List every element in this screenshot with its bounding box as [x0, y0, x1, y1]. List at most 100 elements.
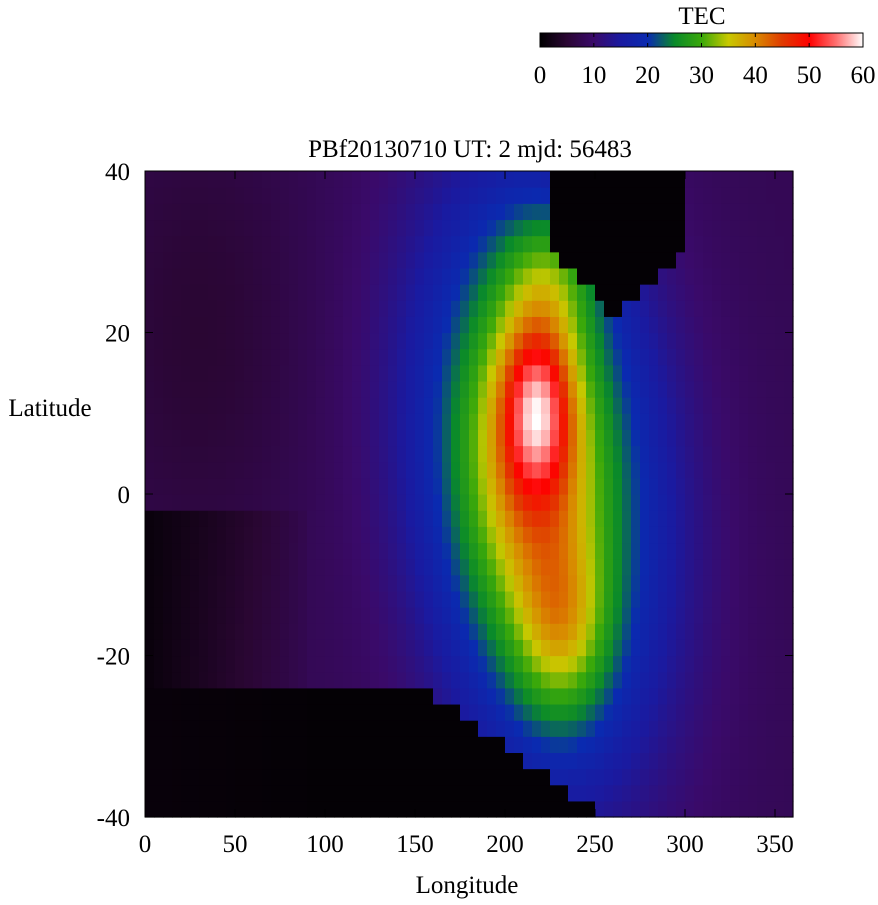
heatmap-cell [181, 526, 191, 544]
heatmap-cell [487, 332, 497, 350]
heatmap-cell [244, 251, 254, 269]
heatmap-cell [280, 413, 290, 430]
heatmap-cell [190, 590, 200, 608]
heatmap-cell [568, 187, 578, 204]
heatmap-cell [370, 284, 380, 301]
heatmap-cell [145, 380, 155, 398]
heatmap-cell [361, 461, 371, 479]
heatmap-cell [424, 413, 434, 430]
heatmap-cell [406, 413, 416, 430]
heatmap-cell [676, 784, 686, 802]
heatmap-cell [532, 558, 542, 576]
heatmap-cell [622, 332, 632, 350]
heatmap-cell [298, 655, 308, 673]
heatmap-cell [586, 494, 596, 511]
heatmap-cell [631, 332, 641, 350]
heatmap-cell [532, 768, 542, 786]
heatmap-cell [208, 267, 218, 285]
heatmap-cell [694, 461, 704, 479]
heatmap-cell [577, 494, 587, 511]
heatmap-cell [235, 316, 245, 334]
heatmap-cell [667, 671, 677, 689]
heatmap-cell [397, 284, 407, 301]
heatmap-cell [622, 752, 632, 770]
heatmap-cell [262, 510, 272, 527]
heatmap-cell [406, 219, 416, 237]
heatmap-cell [397, 461, 407, 479]
heatmap-cell [730, 235, 740, 253]
heatmap-cell [226, 380, 236, 398]
heatmap-cell [757, 300, 767, 317]
heatmap-cell [748, 251, 758, 269]
heatmap-cell [577, 171, 587, 188]
heatmap-cell [433, 477, 443, 495]
heatmap-cell [757, 720, 767, 737]
heatmap-cell [289, 784, 299, 802]
heatmap-cell [298, 784, 308, 802]
heatmap-cell [505, 413, 515, 430]
heatmap-cell [541, 526, 551, 544]
heatmap-cell [442, 736, 452, 753]
heatmap-cell [217, 526, 227, 544]
heatmap-cell [451, 510, 461, 527]
heatmap-cell [343, 639, 353, 657]
heatmap-cell [352, 348, 362, 366]
heatmap-cell [478, 429, 488, 447]
heatmap-cell [280, 477, 290, 495]
heatmap-cell [460, 235, 470, 253]
heatmap-cell [388, 703, 398, 721]
heatmap-cell [775, 284, 785, 301]
heatmap-cell [460, 655, 470, 673]
heatmap-cell [514, 574, 524, 592]
heatmap-cell [361, 300, 371, 317]
heatmap-cell [397, 736, 407, 753]
heatmap-cell [586, 590, 596, 608]
heatmap-cell [568, 267, 578, 285]
heatmap-cell [280, 655, 290, 673]
heatmap-cell [757, 332, 767, 350]
heatmap-cell [766, 477, 776, 495]
heatmap-cell [586, 736, 596, 753]
heatmap-cell [289, 590, 299, 608]
heatmap-cell [406, 800, 416, 818]
heatmap-cell [784, 623, 794, 640]
heatmap-cell [325, 574, 335, 592]
heatmap-cell [307, 187, 317, 204]
heatmap-cell [415, 703, 425, 721]
heatmap-cell [316, 284, 326, 301]
heatmap-cell [766, 671, 776, 689]
heatmap-cell [766, 494, 776, 511]
heatmap-cell [334, 510, 344, 527]
heatmap-cell [217, 768, 227, 786]
heatmap-cell [568, 316, 578, 334]
heatmap-cell [730, 284, 740, 301]
heatmap-cell [343, 671, 353, 689]
heatmap-cell [523, 494, 533, 511]
heatmap-cell [712, 720, 722, 737]
heatmap-cell [577, 300, 587, 317]
heatmap-cell [235, 671, 245, 689]
heatmap-cell [631, 736, 641, 753]
heatmap-cell [649, 720, 659, 737]
heatmap-cell [640, 639, 650, 657]
heatmap-cell [604, 800, 614, 818]
heatmap-cell [388, 526, 398, 544]
heatmap-cell [622, 300, 632, 317]
heatmap-cell [667, 590, 677, 608]
heatmap-cell [658, 687, 668, 705]
heatmap-cell [343, 623, 353, 640]
heatmap-cell [235, 332, 245, 350]
heatmap-cell [604, 284, 614, 301]
heatmap-cell [451, 219, 461, 237]
heatmap-cell [253, 461, 263, 479]
heatmap-cell [154, 397, 164, 414]
heatmap-cell [244, 510, 254, 527]
heatmap-cell [271, 397, 281, 414]
heatmap-cell [217, 671, 227, 689]
heatmap-cell [289, 558, 299, 576]
heatmap-cell [613, 800, 623, 818]
heatmap-cell [487, 267, 497, 285]
heatmap-cell [208, 623, 218, 640]
heatmap-cell [325, 316, 335, 334]
heatmap-cell [667, 574, 677, 592]
